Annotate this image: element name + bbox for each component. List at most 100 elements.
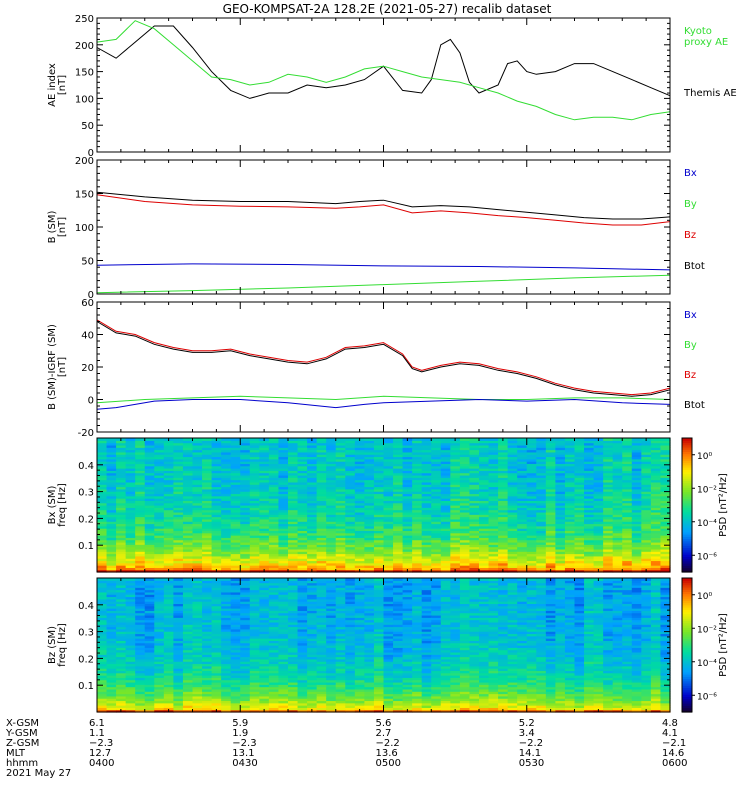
spectrogram-cell (144, 624, 155, 628)
spectrogram-cell (574, 479, 585, 483)
spectrogram-cell (173, 498, 184, 501)
spectrogram-cell (631, 521, 642, 525)
spectrogram-cell (622, 500, 633, 504)
spectrogram-cell (488, 523, 499, 527)
spectrogram-cell (326, 521, 337, 525)
colorbar-segment (682, 444, 692, 448)
spectrogram-cell (163, 707, 174, 711)
spectrogram-cell (211, 677, 222, 681)
spectrogram-cell (507, 481, 518, 485)
spectrogram-cell (584, 511, 595, 515)
spectrogram-cell (202, 456, 213, 460)
spectrogram-cell (431, 509, 442, 513)
spectrogram-cell (154, 491, 165, 495)
spectrogram-cell (641, 544, 652, 548)
spectrogram-cell (593, 518, 604, 522)
spectrogram-cell (574, 493, 585, 497)
spectrogram-cell (450, 541, 461, 545)
spectrogram-cell (650, 495, 662, 499)
spectrogram-cell (116, 461, 127, 465)
spectrogram-cell (211, 447, 222, 451)
spectrogram-cell (97, 521, 108, 525)
spectrogram-cell (163, 558, 174, 562)
spectrogram-cell (240, 596, 251, 600)
spectrogram-cell (240, 695, 251, 699)
spectrogram-cell (125, 516, 136, 520)
spectrogram-cell (469, 468, 480, 471)
spectrogram-cell (154, 688, 165, 692)
spectrogram-cell (307, 518, 318, 522)
spectrogram-cell (603, 551, 614, 555)
spectrogram-cell (221, 491, 232, 495)
spectrogram-cell (479, 440, 490, 444)
spectrogram-cell (202, 633, 213, 637)
spectrogram-cell (498, 530, 509, 534)
spectrogram-cell (354, 495, 365, 499)
spectrogram-cell (192, 493, 203, 497)
spectrogram-cell (173, 528, 184, 532)
spectrogram-cell (307, 555, 318, 559)
spectrogram-cell (526, 458, 537, 462)
spectrogram-cell (488, 560, 499, 564)
spectrogram-cell (268, 551, 280, 555)
spectrogram-cell (412, 451, 423, 455)
spectrogram-cell (173, 569, 184, 573)
spectrogram-cell (364, 551, 375, 555)
spectrogram-cell (125, 624, 136, 628)
spectrogram-cell (297, 484, 308, 488)
spectrogram-cell (307, 463, 318, 467)
spectrogram-cell (125, 486, 136, 490)
spectrogram-cell (574, 530, 585, 534)
y-tick-label: 0 (88, 396, 94, 407)
spectrogram-cell (125, 654, 136, 658)
spectrogram-cell (421, 477, 432, 481)
spectrogram-cell (641, 442, 652, 446)
spectrogram-cell (631, 539, 642, 543)
spectrogram-cell (297, 546, 308, 550)
spectrogram-cell (650, 442, 662, 446)
spectrogram-cell (297, 491, 308, 495)
spectrogram-cell (612, 555, 623, 559)
spectrogram-cell (622, 511, 633, 515)
spectrogram-cell (603, 565, 614, 568)
spectrogram-cell (555, 456, 566, 460)
spectrogram-cell (221, 642, 232, 646)
spectrogram-cell (106, 582, 117, 586)
spectrogram-cell (135, 681, 146, 685)
spectrogram-cell (249, 691, 260, 695)
spectrogram-cell (211, 479, 222, 483)
spectrogram-cell (479, 484, 490, 488)
spectrogram-cell (278, 530, 289, 534)
spectrogram-cell (431, 558, 442, 562)
spectrogram-cell (584, 477, 595, 481)
spectrogram-cell (202, 544, 213, 548)
spectrogram-cell (268, 514, 280, 518)
spectrogram-cell (163, 454, 174, 458)
spectrogram-cell (192, 605, 203, 609)
spectrogram-cell (116, 591, 127, 595)
spectrogram-cell (249, 624, 260, 628)
spectrogram-cell (479, 565, 490, 568)
spectrogram-cell (479, 555, 490, 559)
spectrogram-cell (268, 560, 280, 564)
spectrogram-cell (507, 551, 518, 555)
spectrogram-cell (182, 562, 194, 566)
spectrogram-cell (288, 502, 299, 506)
spectrogram-cell (163, 451, 174, 455)
spectrogram-cell (603, 514, 614, 518)
spectrogram-cell (259, 525, 270, 529)
spectrogram-cell (412, 528, 423, 532)
spectrogram-cell (125, 472, 136, 476)
spectrogram-cell (125, 677, 136, 681)
spectrogram-cell (402, 546, 413, 550)
spectrogram-cell (517, 438, 528, 441)
y-tick-label: 50 (81, 121, 94, 132)
spectrogram-cell (440, 479, 451, 483)
spectrogram-cell (412, 447, 423, 451)
spectrogram-cell (144, 488, 155, 492)
spectrogram-cell (660, 539, 671, 543)
spectrogram-cell (144, 633, 155, 637)
spectrogram-cell (316, 551, 327, 555)
spectrogram-cell (135, 594, 146, 598)
spectrogram-cell (459, 500, 471, 504)
